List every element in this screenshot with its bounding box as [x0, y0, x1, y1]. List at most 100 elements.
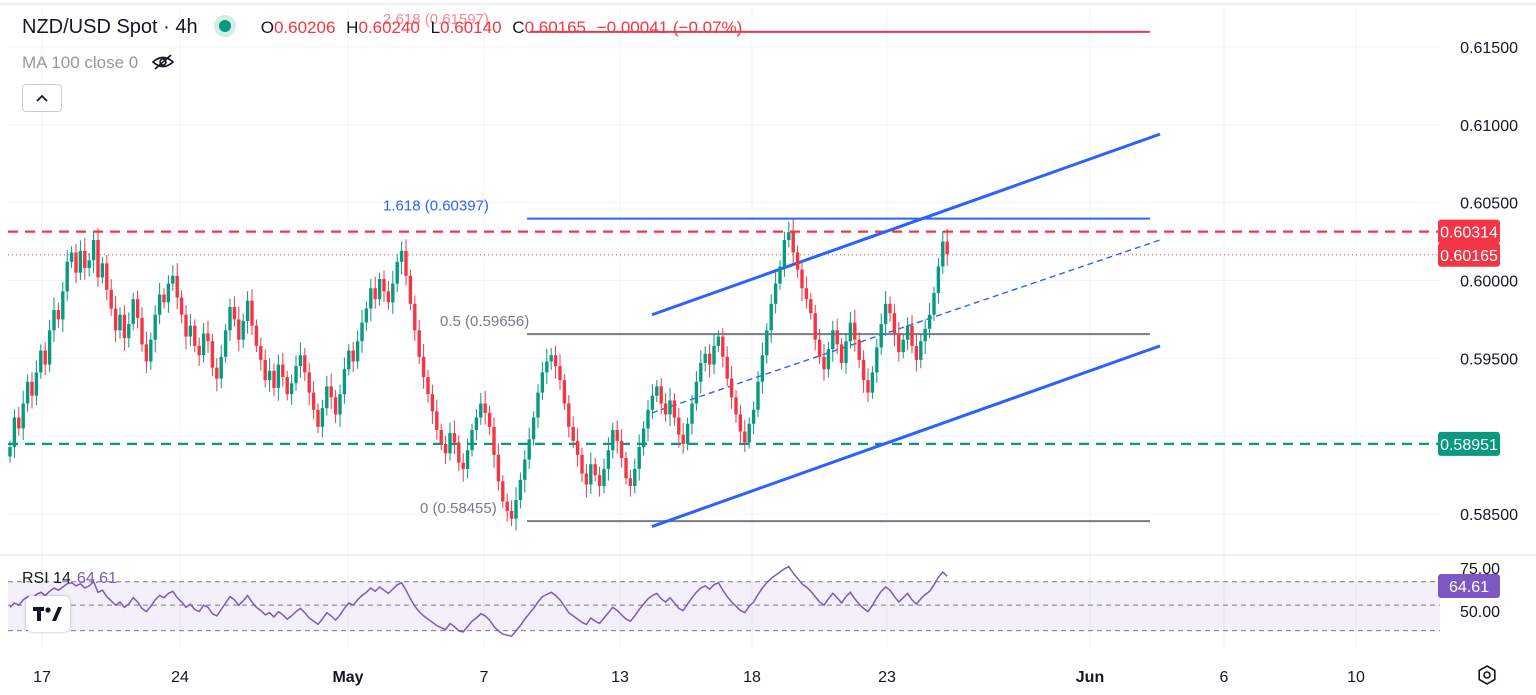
candle-body [474, 417, 479, 430]
candle-body [215, 367, 219, 379]
symbol-title[interactable]: NZD/USD Spot · 4h [22, 16, 198, 38]
candle-body [303, 355, 307, 373]
rsi-value-badge [1438, 574, 1500, 598]
indicator-label: MA 100 close 0 [22, 53, 139, 72]
candle-body [663, 403, 668, 415]
candle-body [8, 447, 12, 457]
candle-body [919, 341, 923, 360]
candle-body [809, 299, 813, 314]
rsi-legend[interactable]: RSI 14 64.61 [22, 570, 117, 588]
candle-body [848, 322, 853, 342]
candle-body [421, 356, 426, 378]
candle-body [201, 333, 206, 356]
candle-body [21, 403, 25, 429]
candle-body [562, 380, 567, 404]
candle-body [355, 341, 360, 362]
candle-body [866, 380, 870, 393]
candle-body [285, 377, 289, 395]
candle-body [311, 392, 316, 410]
candle-body [575, 440, 580, 455]
candle-body [707, 353, 712, 365]
candle-body [109, 289, 113, 309]
candle-body [364, 308, 369, 323]
candle-body [65, 261, 69, 292]
candle-body [193, 325, 197, 346]
eye-hidden-icon[interactable] [151, 53, 175, 76]
candle-body [589, 464, 593, 485]
time-tick-label: 6 [1220, 669, 1229, 686]
candle-body [30, 381, 34, 396]
price-label-badge [1438, 431, 1500, 456]
candle-body [347, 350, 351, 370]
change-readout: −0.00041 (−0.07%) [596, 18, 743, 37]
candle-body [725, 356, 729, 379]
time-tick-label: 13 [611, 669, 629, 686]
rsi-tick-label: 50.00 [1460, 604, 1500, 621]
candle-body [734, 397, 738, 415]
time-tick-label: Jun [1076, 669, 1104, 686]
candle-body [699, 363, 703, 382]
candle-body [694, 381, 699, 404]
candle-body [149, 339, 153, 362]
candle-body [399, 250, 404, 262]
candle-body [179, 297, 184, 315]
rsi-tick-label: 75.00 [1460, 561, 1500, 578]
candle-body [237, 319, 241, 340]
candle-body [901, 339, 905, 353]
candle-body [536, 392, 540, 418]
candle-body [941, 241, 945, 267]
candle-body [751, 409, 756, 424]
candle-body [870, 372, 875, 393]
candle-body [461, 462, 465, 469]
candle-body [945, 241, 949, 255]
candle-body [615, 429, 619, 441]
candle-body [320, 408, 325, 427]
candle-body [250, 300, 254, 326]
candle-body [443, 444, 448, 454]
price-label-text: 0.58951 [1440, 437, 1498, 454]
rsi-value-badge-text: 64.61 [1449, 579, 1489, 596]
chart-header: NZD/USD Spot · 4h O0.60206 H0.60240 L0.6… [22, 16, 748, 39]
candle-body [391, 283, 395, 303]
time-tick-label: 18 [743, 669, 761, 686]
tradingview-logo-icon[interactable] [26, 596, 70, 632]
rsi-label: RSI 14 [22, 570, 71, 587]
indicator-legend[interactable]: MA 100 close 0 [22, 53, 175, 76]
candle-body [316, 409, 320, 427]
candle-body [206, 333, 210, 342]
candle-body [307, 372, 311, 393]
collapse-legend-button[interactable] [22, 84, 62, 112]
candle-body [813, 313, 817, 340]
candle-body [778, 266, 782, 284]
price-tick-label: 0.59500 [1460, 351, 1518, 368]
candle-body [100, 263, 105, 278]
candle-body [69, 252, 74, 262]
candle-body [628, 478, 633, 487]
candle-body [923, 328, 927, 342]
candle-body [888, 303, 892, 314]
candle-body [914, 345, 919, 360]
candle-body [470, 429, 474, 451]
candle-body [879, 324, 883, 348]
candle-body [241, 320, 245, 340]
candle-body [822, 356, 826, 370]
candle-body [501, 481, 505, 502]
candle-body [78, 250, 83, 273]
candle-body [817, 339, 822, 357]
candle-body [743, 431, 747, 443]
chart-settings-icon[interactable] [1476, 664, 1498, 686]
candle-body [342, 369, 347, 395]
candle-body [602, 468, 606, 487]
candle-body [835, 330, 839, 345]
candle-body [606, 450, 611, 469]
candle-body [624, 458, 628, 479]
candle-body [892, 313, 897, 334]
candle-body [897, 333, 901, 353]
candle-body [329, 386, 333, 398]
fib-level-label: 0 (0.58455) [420, 500, 497, 517]
candle-body [448, 433, 452, 454]
candle-body [417, 330, 421, 357]
candle-body [457, 442, 461, 463]
candle-body [883, 303, 888, 325]
